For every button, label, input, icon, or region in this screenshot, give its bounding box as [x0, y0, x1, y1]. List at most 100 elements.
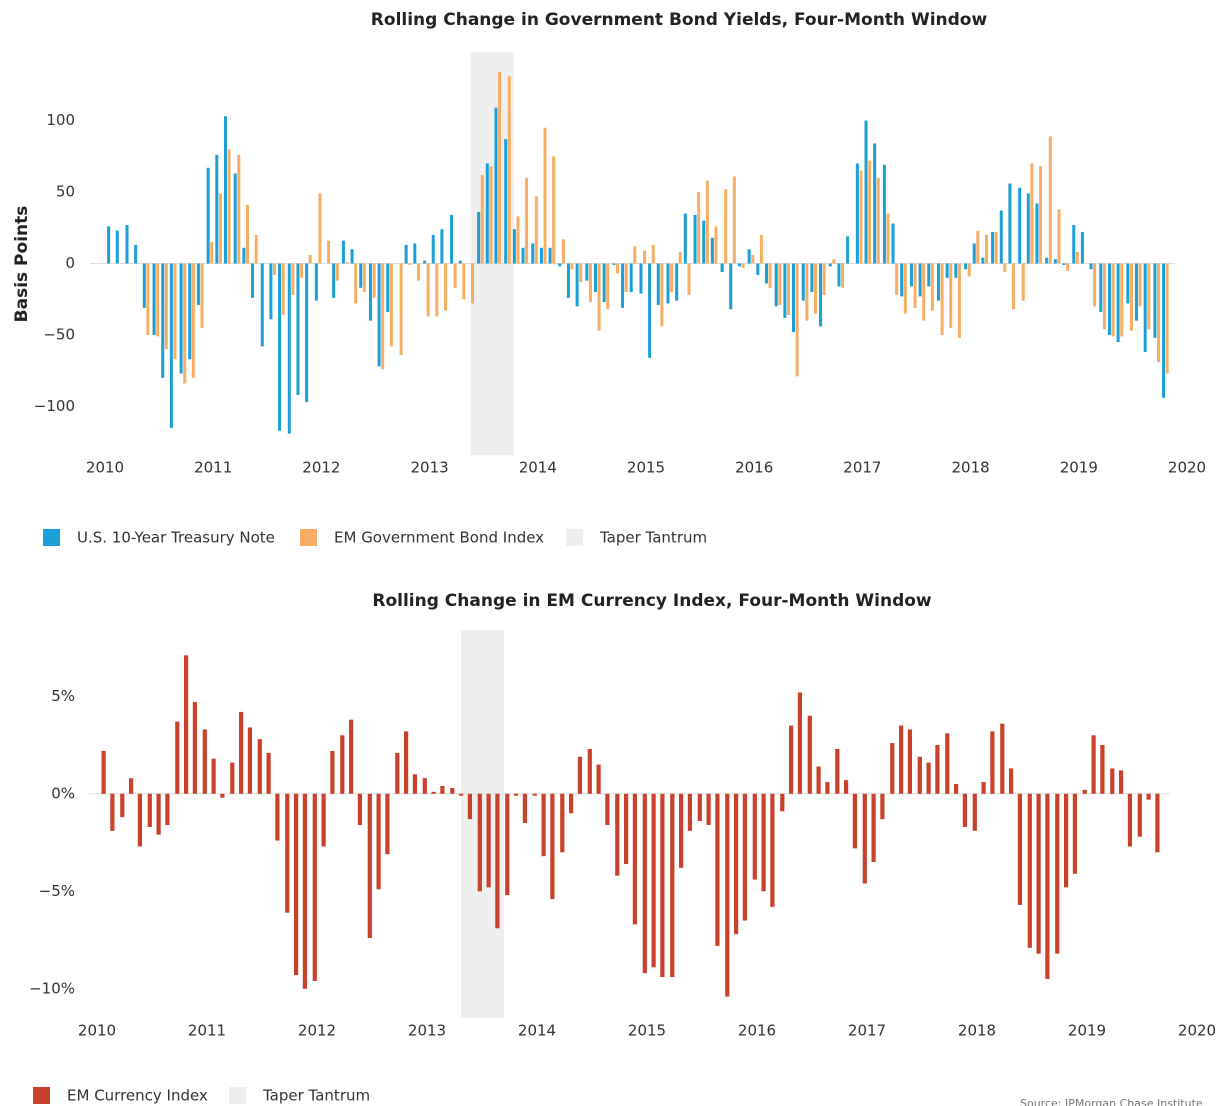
x-tick-label: 2019 — [1068, 1022, 1106, 1040]
bar — [981, 257, 985, 264]
bar — [408, 263, 412, 265]
bar — [129, 778, 134, 794]
bar — [1107, 263, 1111, 335]
bar — [115, 230, 119, 264]
bar — [281, 263, 285, 315]
bar — [886, 213, 890, 264]
bar — [945, 263, 949, 278]
bar — [416, 263, 420, 281]
bar — [720, 263, 724, 273]
bar — [801, 263, 805, 301]
bar — [305, 263, 309, 403]
bar — [494, 107, 498, 264]
bar — [191, 263, 195, 378]
bar — [585, 263, 589, 281]
bar — [927, 263, 931, 287]
bar — [926, 762, 931, 794]
bar — [1146, 793, 1151, 800]
bar — [489, 166, 493, 264]
bar — [287, 263, 291, 434]
bar — [962, 793, 967, 827]
bar — [841, 263, 845, 288]
bar — [440, 229, 444, 264]
bar — [275, 793, 280, 841]
bar — [1126, 263, 1130, 304]
x-tick-label: 2013 — [411, 459, 449, 477]
bar — [101, 750, 106, 794]
bar — [633, 246, 637, 264]
bar — [706, 793, 711, 825]
bar — [670, 263, 674, 293]
bar — [710, 237, 714, 264]
bar — [1003, 263, 1007, 273]
x-tick-label: 2017 — [848, 1022, 886, 1040]
bar — [291, 263, 295, 295]
bar — [220, 793, 225, 798]
bar — [239, 711, 244, 794]
bar — [269, 263, 273, 320]
bar — [967, 263, 971, 277]
bar — [1137, 793, 1142, 837]
bar — [741, 263, 745, 268]
legend-swatch — [33, 1087, 50, 1104]
bar — [714, 226, 718, 264]
bar — [832, 259, 836, 264]
bar — [534, 196, 538, 264]
legend-swatch — [43, 529, 60, 546]
bar — [639, 263, 643, 294]
x-tick-label: 2013 — [408, 1022, 446, 1040]
bar — [477, 793, 482, 892]
bar — [550, 793, 555, 900]
bar — [443, 263, 447, 311]
bar — [602, 263, 606, 303]
bar — [774, 263, 778, 307]
bar — [164, 263, 168, 350]
y-tick-label: 100 — [46, 111, 75, 129]
bar — [200, 263, 204, 328]
bar — [954, 784, 959, 794]
bar — [467, 793, 472, 820]
bar — [152, 263, 156, 335]
x-tick-label: 2015 — [627, 459, 665, 477]
bar — [260, 263, 264, 347]
bar — [242, 247, 246, 264]
bar — [575, 263, 579, 307]
bar — [1018, 187, 1022, 264]
bar — [844, 780, 849, 794]
bar — [1093, 263, 1097, 307]
bar — [588, 263, 592, 303]
source-note: Source: JPMorgan Chase Institute — [1020, 1097, 1203, 1106]
bar — [257, 739, 262, 794]
bar — [768, 263, 772, 288]
bar — [245, 204, 249, 264]
bar — [1120, 263, 1124, 337]
bar — [807, 715, 812, 794]
bar — [770, 793, 775, 907]
y-tick-label: 0 — [65, 254, 75, 272]
bar — [233, 173, 237, 264]
bar — [737, 263, 741, 267]
bar — [1064, 793, 1069, 888]
bar — [675, 263, 679, 301]
bar — [423, 260, 427, 264]
bar — [868, 160, 872, 264]
bar — [825, 782, 830, 794]
x-tick-label: 2012 — [298, 1022, 336, 1040]
bar — [810, 263, 814, 293]
bar — [169, 263, 173, 428]
legend-swatch — [229, 1087, 246, 1104]
bar — [560, 793, 565, 853]
bar — [359, 263, 363, 288]
bar — [273, 263, 277, 275]
legend-label: EM Government Bond Index — [334, 529, 544, 547]
legend-label: U.S. 10-Year Treasury Note — [77, 529, 275, 547]
bar — [1072, 224, 1076, 264]
bar — [835, 748, 840, 794]
bar — [1072, 793, 1077, 874]
bar — [1026, 193, 1030, 264]
bar — [984, 234, 988, 264]
bar — [471, 263, 475, 304]
bar — [558, 263, 562, 267]
bar — [1039, 166, 1043, 264]
